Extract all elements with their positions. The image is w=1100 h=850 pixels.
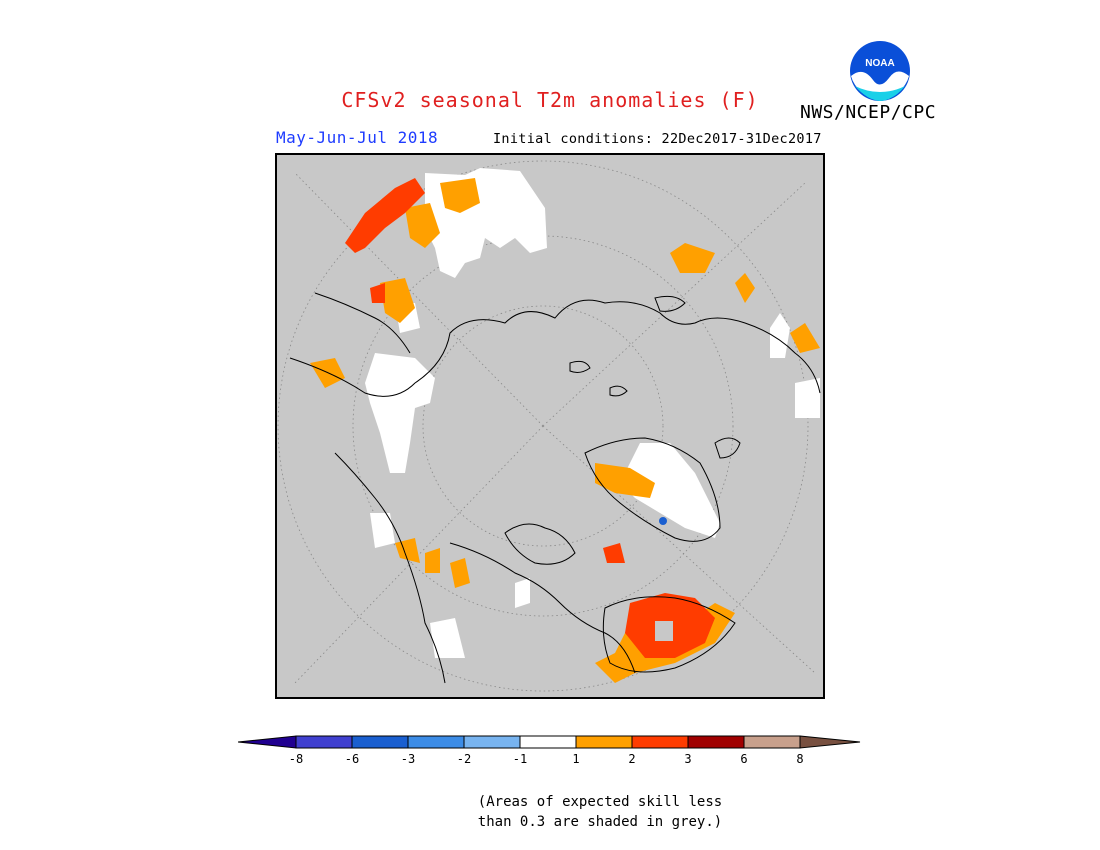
legend-swatch xyxy=(351,735,409,749)
skill-note-line-2: than 0.3 are shaded in grey.) xyxy=(477,814,723,830)
legend-label: -6 xyxy=(345,752,359,766)
legend-swatch xyxy=(407,735,465,749)
noaa-logo-icon: NOAA xyxy=(850,41,910,101)
legend-swatch xyxy=(295,735,353,749)
legend-swatch xyxy=(463,735,521,749)
map-title: CFSv2 seasonal T2m anomalies (F) xyxy=(341,88,759,112)
coastlines xyxy=(289,292,821,684)
legend-label: -2 xyxy=(457,752,471,766)
legend-label: 1 xyxy=(572,752,579,766)
legend-arrow-right xyxy=(799,735,861,749)
initial-conditions: Initial conditions: 22Dec2017-31Dec2017 xyxy=(493,131,822,147)
legend-bar xyxy=(238,735,861,749)
cold-anomaly-dot xyxy=(659,517,667,525)
legend-label: 6 xyxy=(740,752,747,766)
organization-label: NWS/NCEP/CPC xyxy=(800,102,937,123)
legend-arrow-left xyxy=(238,735,297,749)
legend-label: 8 xyxy=(796,752,803,766)
legend-swatch xyxy=(631,735,689,749)
noaa-logo-text: NOAA xyxy=(865,58,894,69)
polar-anomaly-map xyxy=(275,153,825,699)
color-legend: -8 -6 -3 -2 -1 1 2 3 6 8 xyxy=(238,735,861,766)
legend-swatch xyxy=(687,735,745,749)
legend-label: 3 xyxy=(684,752,691,766)
legend-label: -1 xyxy=(513,752,527,766)
forecast-period: May-Jun-Jul 2018 xyxy=(276,128,439,147)
legend-labels: -8 -6 -3 -2 -1 1 2 3 6 8 xyxy=(289,752,804,766)
legend-label: -3 xyxy=(401,752,415,766)
legend-label: -8 xyxy=(289,752,303,766)
skill-note: (Areas of expected skill less than 0.3 a… xyxy=(470,792,730,832)
graticule xyxy=(277,160,816,692)
legend-swatch xyxy=(519,735,577,749)
legend-label: 2 xyxy=(628,752,635,766)
grey-skill-patch xyxy=(655,621,673,641)
legend-swatch xyxy=(575,735,633,749)
legend-swatch xyxy=(743,735,801,749)
skill-note-line-1: (Areas of expected skill less xyxy=(477,794,723,810)
